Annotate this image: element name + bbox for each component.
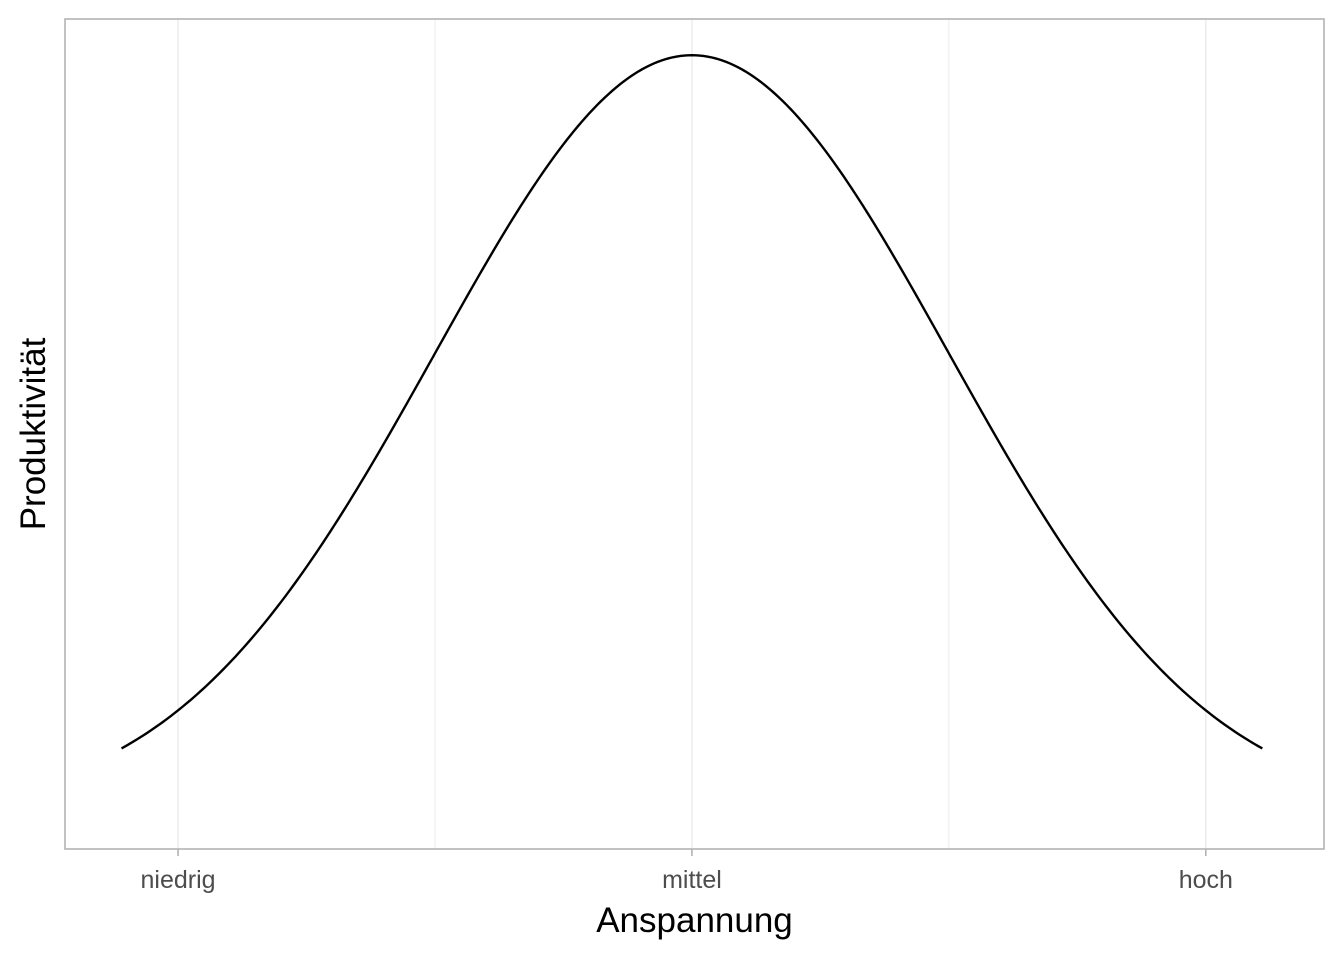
plot-panel-border [64, 18, 1325, 850]
x-axis-ticks: niedrig mittel hoch [141, 849, 1233, 894]
y-axis-title: Produktivität [14, 337, 53, 530]
x-tick-label-mittel: mittel [662, 866, 722, 894]
series-line-0 [120, 54, 1263, 750]
x-axis-title: Anspannung [596, 901, 793, 940]
plot-panel [65, 19, 1324, 849]
x-tick-label-hoch: hoch [1179, 866, 1233, 894]
series-layer [120, 54, 1263, 750]
x-tick-label-niedrig: niedrig [141, 866, 216, 894]
